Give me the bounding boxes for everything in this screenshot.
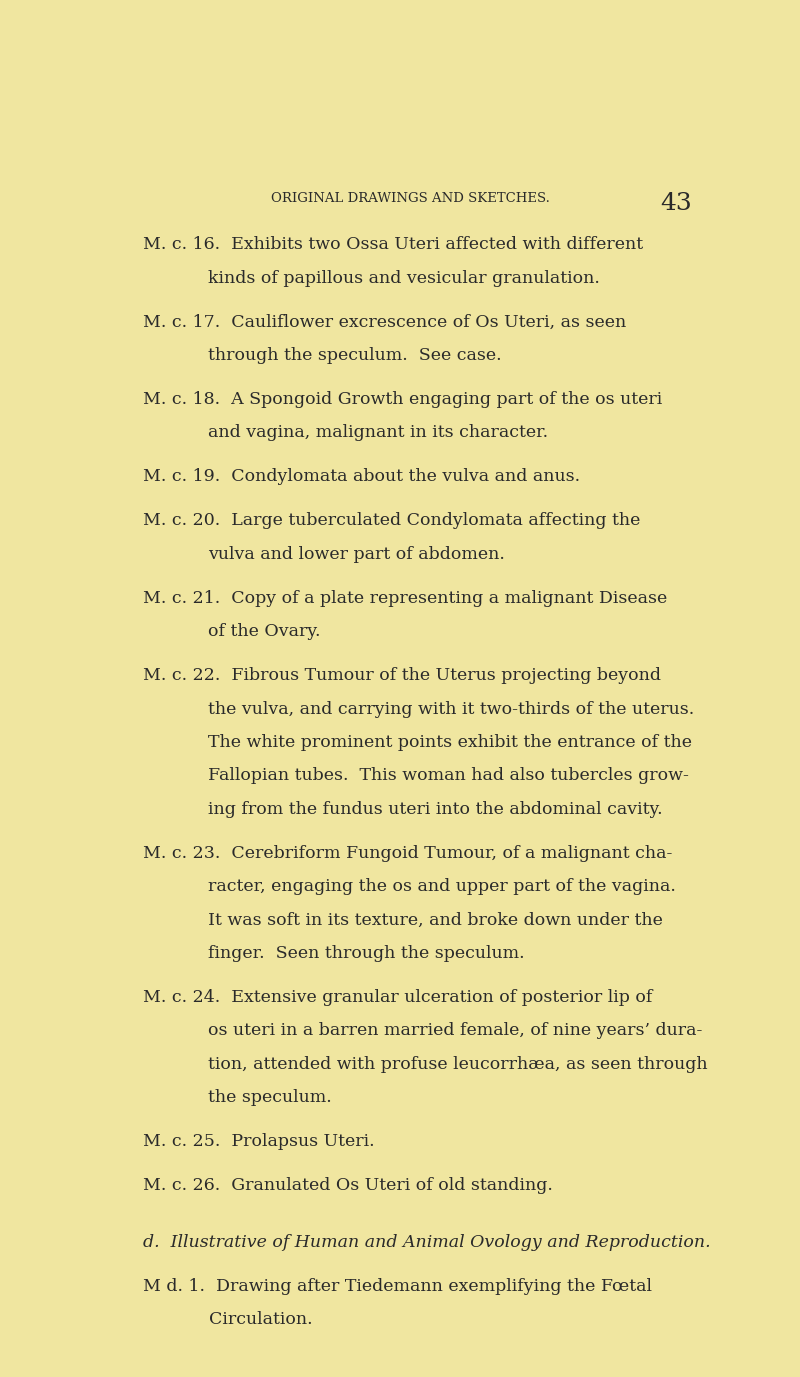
Text: and vagina, malignant in its character.: and vagina, malignant in its character. bbox=[209, 424, 549, 442]
Text: kinds of papillous and vesicular granulation.: kinds of papillous and vesicular granula… bbox=[209, 270, 600, 286]
Text: M. c. 23.  Cerebriform Fungoid Tumour, of a malignant cha-: M. c. 23. Cerebriform Fungoid Tumour, of… bbox=[143, 845, 673, 862]
Text: of the Ovary.: of the Ovary. bbox=[209, 624, 321, 640]
Text: M. c. 22.  Fibrous Tumour of the Uterus projecting beyond: M. c. 22. Fibrous Tumour of the Uterus p… bbox=[143, 668, 662, 684]
Text: the speculum.: the speculum. bbox=[209, 1089, 332, 1106]
Text: M. c. 19.  Condylomata about the vulva and anus.: M. c. 19. Condylomata about the vulva an… bbox=[143, 468, 581, 486]
Text: Circulation.: Circulation. bbox=[209, 1311, 312, 1329]
Text: M. c. 18.  A Spongoid Growth engaging part of the os uteri: M. c. 18. A Spongoid Growth engaging par… bbox=[143, 391, 662, 408]
Text: ORIGINAL DRAWINGS AND SKETCHES.: ORIGINAL DRAWINGS AND SKETCHES. bbox=[270, 191, 550, 205]
Text: d.  Illustrative of Human and Animal Ovology and Reproduction.: d. Illustrative of Human and Animal Ovol… bbox=[143, 1234, 711, 1252]
Text: The white prominent points exhibit the entrance of the: The white prominent points exhibit the e… bbox=[209, 734, 693, 750]
Text: M. c. 24.  Extensive granular ulceration of posterior lip of: M. c. 24. Extensive granular ulceration … bbox=[143, 989, 653, 1007]
Text: os uteri in a barren married female, of nine years’ dura-: os uteri in a barren married female, of … bbox=[209, 1023, 703, 1040]
Text: Fallopian tubes.  This woman had also tubercles grow-: Fallopian tubes. This woman had also tub… bbox=[209, 767, 690, 785]
Text: M. c. 26.  Granulated Os Uteri of old standing.: M. c. 26. Granulated Os Uteri of old sta… bbox=[143, 1177, 554, 1194]
Text: M. c. 16.  Exhibits two Ossa Uteri affected with different: M. c. 16. Exhibits two Ossa Uteri affect… bbox=[143, 237, 643, 253]
Text: M d. 1.  Drawing after Tiedemann exemplifying the Fœtal: M d. 1. Drawing after Tiedemann exemplif… bbox=[143, 1278, 653, 1294]
Text: racter, engaging the os and upper part of the vagina.: racter, engaging the os and upper part o… bbox=[209, 879, 676, 895]
Text: the vulva, and carrying with it two-thirds of the uterus.: the vulva, and carrying with it two-thir… bbox=[209, 701, 694, 717]
Text: M. c. 20.  Large tuberculated Condylomata affecting the: M. c. 20. Large tuberculated Condylomata… bbox=[143, 512, 641, 530]
Text: ing from the fundus uteri into the abdominal cavity.: ing from the fundus uteri into the abdom… bbox=[209, 801, 663, 818]
Text: through the speculum.  See case.: through the speculum. See case. bbox=[209, 347, 502, 364]
Text: M. c. 25.  Prolapsus Uteri.: M. c. 25. Prolapsus Uteri. bbox=[143, 1133, 375, 1150]
Text: tion, attended with profuse leucorrhæa, as seen through: tion, attended with profuse leucorrhæa, … bbox=[209, 1056, 708, 1073]
Text: finger.  Seen through the speculum.: finger. Seen through the speculum. bbox=[209, 945, 525, 963]
Text: 43: 43 bbox=[660, 191, 692, 215]
Text: M. c. 21.  Copy of a plate representing a malignant Disease: M. c. 21. Copy of a plate representing a… bbox=[143, 589, 668, 607]
Text: vulva and lower part of abdomen.: vulva and lower part of abdomen. bbox=[209, 545, 506, 563]
Text: M. c. 17.  Cauliflower excrescence of Os Uteri, as seen: M. c. 17. Cauliflower excrescence of Os … bbox=[143, 314, 626, 330]
Text: It was soft in its texture, and broke down under the: It was soft in its texture, and broke do… bbox=[209, 912, 663, 928]
